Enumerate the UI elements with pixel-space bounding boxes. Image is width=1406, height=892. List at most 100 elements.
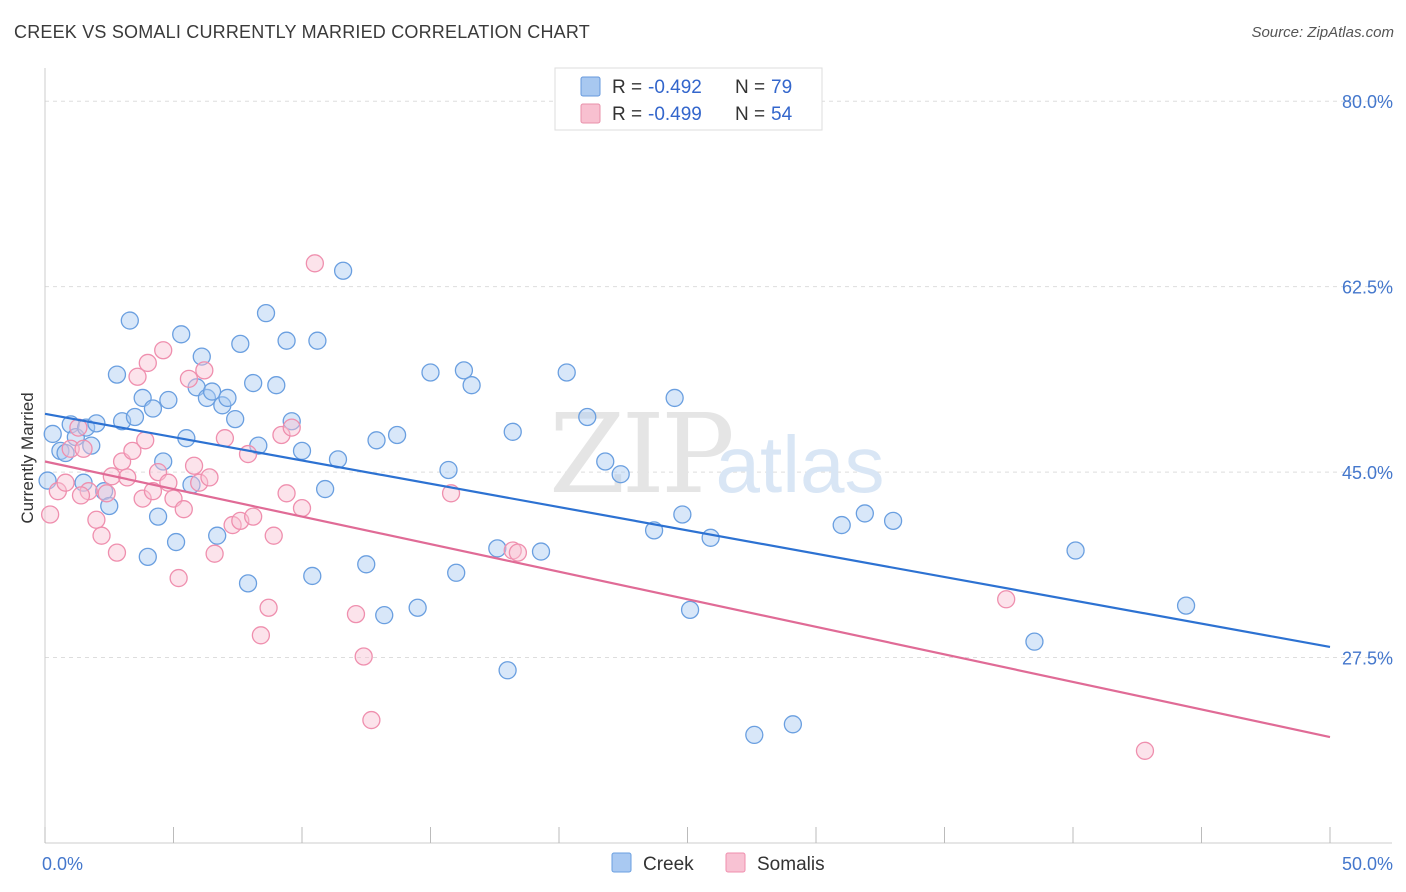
bottom-legend-label: Creek — [643, 854, 694, 875]
somalis-point — [277, 484, 296, 503]
legend-r-value: -0.499 — [648, 104, 702, 125]
creek-point — [333, 261, 353, 280]
creek-point — [154, 452, 173, 471]
somalis-point — [174, 500, 193, 519]
y-axis-title: Currently Married — [18, 392, 37, 523]
somalis-point — [205, 544, 224, 563]
somalis-point — [71, 486, 91, 505]
creek-point — [238, 574, 258, 593]
creek-point — [1066, 541, 1085, 560]
creek-trend-line — [44, 412, 1331, 649]
creek-point — [611, 465, 630, 484]
creek-point — [357, 555, 376, 574]
somalis-point — [169, 568, 188, 588]
somalis-point — [282, 418, 301, 437]
creek-point — [367, 431, 386, 450]
y-tick-label: 80.0% — [1342, 92, 1393, 112]
legend-swatch — [580, 103, 601, 124]
somalis-point — [244, 507, 263, 526]
creek-point — [498, 661, 517, 680]
legend-n-value: 79 — [771, 77, 792, 98]
creek-point — [447, 563, 466, 582]
legend-swatch — [580, 76, 601, 97]
trend-lines — [44, 412, 1331, 739]
creek-point — [231, 334, 250, 354]
legend-n-label: N = — [735, 104, 765, 125]
chart-title: CREEK VS SOMALI CURRENTLY MARRIED CORREL… — [14, 22, 590, 42]
creek-point — [138, 547, 157, 567]
creek-point — [1025, 632, 1044, 651]
creek-point — [256, 303, 276, 323]
somalis-point — [346, 604, 366, 624]
somalis-point — [61, 439, 80, 458]
somalis-point — [87, 510, 106, 529]
creek-point — [277, 331, 296, 350]
creek-point — [531, 542, 551, 561]
creek-point — [578, 407, 597, 427]
somalis-point — [259, 598, 278, 617]
creek-point — [43, 424, 62, 444]
watermark-atlas: atlas — [716, 420, 885, 509]
somalis-point — [128, 367, 147, 386]
somalis-point — [200, 468, 219, 487]
creek-point — [120, 311, 139, 330]
watermark: ZIP atlas — [549, 390, 884, 518]
creek-point — [303, 566, 322, 586]
legend-r-label: R = — [612, 77, 642, 98]
creek-point — [745, 725, 764, 745]
x-tick-label: 0.0% — [42, 854, 83, 874]
creek-point — [855, 504, 874, 523]
axes — [44, 68, 1392, 844]
y-tick-label: 27.5% — [1342, 649, 1393, 669]
somalis-point — [179, 369, 199, 388]
somalis-point — [508, 543, 528, 562]
somalis-point — [238, 444, 258, 464]
creek-point — [202, 382, 222, 401]
creek-point — [125, 407, 145, 427]
somalis-point — [354, 647, 373, 666]
somalis-point — [264, 526, 283, 545]
creek-point — [143, 399, 163, 418]
creek-point — [244, 373, 263, 393]
bottom-legend-swatch — [725, 852, 746, 873]
data-points — [38, 254, 1196, 760]
creek-point — [462, 376, 481, 395]
tick-labels: 27.5% 45.0% 62.5% 80.0% 0.0% 50.0% — [42, 92, 1393, 874]
somalis-point — [74, 439, 93, 458]
creek-point — [107, 365, 127, 384]
creek-point — [439, 460, 458, 480]
somalis-point — [292, 498, 312, 518]
bottom-legend: Creek Somalis — [611, 852, 825, 875]
creek-point — [503, 422, 522, 441]
creek-point — [408, 598, 427, 617]
creek-point — [192, 347, 211, 366]
somalis-trend-line — [44, 460, 1331, 739]
somalis-point — [362, 710, 381, 730]
somalis-point — [190, 473, 209, 492]
creek-point — [557, 363, 576, 382]
somalis-point — [56, 473, 75, 492]
creek-point — [76, 418, 96, 437]
somalis-point — [40, 505, 60, 524]
somalis-point — [133, 489, 152, 508]
somalis-point — [143, 482, 163, 501]
somalis-point — [305, 254, 325, 273]
somalis-point — [997, 590, 1016, 609]
bottom-legend-label: Somalis — [757, 854, 825, 875]
somalis-point — [136, 431, 155, 450]
creek-point — [832, 515, 851, 535]
somalis-point — [92, 526, 111, 545]
creek-point — [148, 507, 168, 526]
creek-point — [172, 325, 191, 344]
somalis-point — [107, 543, 127, 562]
creek-point — [673, 505, 692, 524]
creek-point — [166, 532, 186, 552]
creek-point — [208, 526, 227, 545]
creek-point — [883, 511, 903, 530]
grid-lines — [45, 100, 1392, 659]
somalis-point — [1135, 741, 1155, 760]
creek-point — [387, 425, 407, 445]
creek-point — [267, 376, 286, 395]
somalis-point — [97, 484, 116, 503]
legend-n-value: 54 — [771, 104, 793, 125]
